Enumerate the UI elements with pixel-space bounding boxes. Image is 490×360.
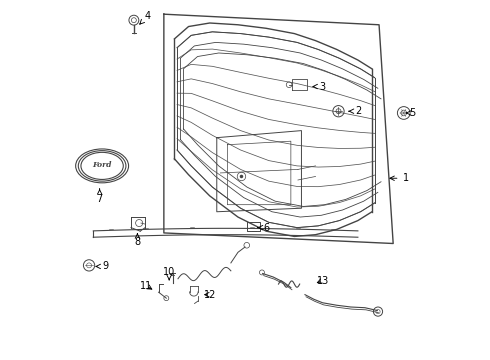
Text: 7: 7: [97, 189, 103, 204]
Text: 6: 6: [258, 222, 269, 233]
Text: Ford: Ford: [93, 161, 112, 169]
Text: 13: 13: [317, 275, 329, 285]
Text: 1: 1: [390, 173, 409, 183]
Text: 9: 9: [96, 261, 109, 271]
Circle shape: [240, 175, 243, 178]
Text: 10: 10: [163, 267, 175, 280]
Text: 3: 3: [313, 81, 326, 91]
Text: 2: 2: [349, 106, 361, 116]
Text: 8: 8: [134, 234, 141, 247]
Text: 5: 5: [406, 108, 416, 118]
Text: 11: 11: [140, 281, 152, 291]
Text: 4: 4: [140, 11, 151, 24]
Text: 12: 12: [203, 290, 216, 300]
